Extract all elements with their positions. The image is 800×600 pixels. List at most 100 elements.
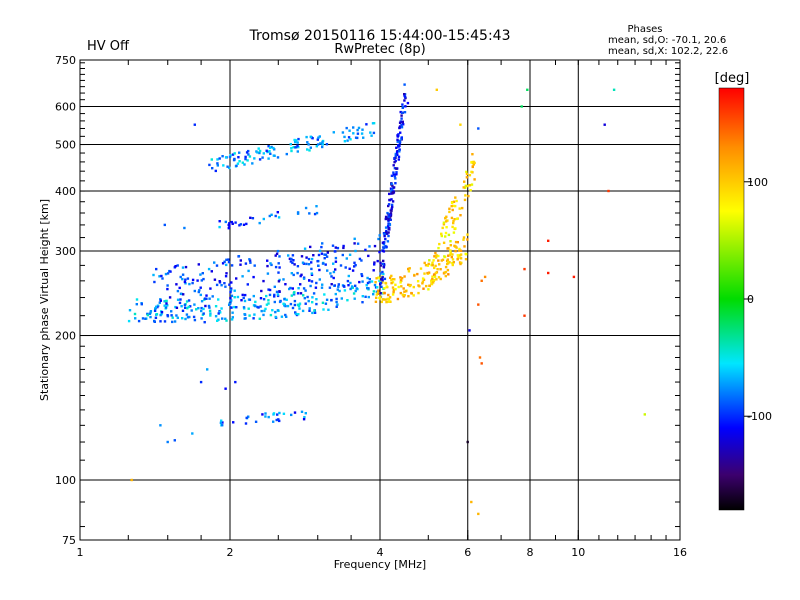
data-point xyxy=(430,282,434,286)
data-point xyxy=(297,304,301,308)
data-point xyxy=(382,259,385,263)
data-point xyxy=(392,186,396,189)
data-point xyxy=(259,305,262,308)
data-point xyxy=(252,317,255,320)
data-point xyxy=(184,306,187,309)
data-point xyxy=(377,276,380,279)
data-point xyxy=(376,286,379,289)
data-point xyxy=(388,226,391,230)
data-point xyxy=(154,316,158,319)
data-point xyxy=(264,412,267,415)
data-point xyxy=(257,306,260,309)
data-point xyxy=(454,240,458,244)
y-tick-label: 400 xyxy=(55,185,76,198)
data-point xyxy=(473,161,476,165)
data-point xyxy=(305,256,308,259)
data-point xyxy=(266,264,269,268)
data-point xyxy=(444,231,448,235)
data-point xyxy=(221,317,224,320)
data-point xyxy=(390,281,393,285)
data-point xyxy=(173,439,176,442)
chart-title: Tromsø 20150116 15:44:00-15:45:43 xyxy=(249,28,511,44)
data-point xyxy=(230,294,234,297)
data-point xyxy=(459,253,463,256)
data-point xyxy=(431,277,434,281)
data-point xyxy=(403,93,406,96)
data-point xyxy=(390,278,393,282)
data-point xyxy=(284,304,287,308)
data-point xyxy=(313,212,317,216)
data-point xyxy=(184,265,188,269)
data-point xyxy=(141,317,145,320)
data-point xyxy=(394,177,397,180)
data-point xyxy=(207,304,211,308)
data-point xyxy=(277,216,281,219)
data-point xyxy=(214,305,218,308)
data-point xyxy=(520,105,523,108)
data-point xyxy=(376,292,379,295)
data-point xyxy=(277,418,280,421)
data-point xyxy=(458,207,461,210)
data-point xyxy=(296,292,300,295)
data-point xyxy=(276,309,280,312)
data-point xyxy=(232,158,236,162)
data-point xyxy=(317,136,320,139)
data-point xyxy=(290,413,293,417)
data-point xyxy=(301,309,305,313)
data-point xyxy=(334,268,337,271)
data-point xyxy=(290,147,293,150)
data-point xyxy=(417,291,420,295)
data-point xyxy=(419,267,423,270)
data-point xyxy=(426,264,430,267)
data-point xyxy=(246,283,249,286)
data-point xyxy=(228,283,231,286)
data-point xyxy=(184,317,187,321)
data-point xyxy=(274,254,277,257)
data-point xyxy=(364,248,367,252)
data-point xyxy=(435,88,438,91)
data-point xyxy=(174,305,177,309)
data-point xyxy=(455,199,458,203)
data-point xyxy=(388,192,391,196)
data-point xyxy=(221,262,225,265)
data-point xyxy=(372,269,375,272)
y-tick-label: 75 xyxy=(62,534,76,547)
data-point xyxy=(264,415,267,418)
data-point xyxy=(171,320,174,324)
data-point xyxy=(469,189,472,192)
data-point xyxy=(443,271,446,274)
data-point xyxy=(472,163,475,166)
data-point xyxy=(309,284,312,288)
data-point xyxy=(218,281,222,284)
data-point xyxy=(181,309,185,312)
data-point xyxy=(307,263,311,266)
data-point xyxy=(330,283,333,286)
data-point xyxy=(163,300,166,303)
data-point xyxy=(434,251,437,255)
data-point xyxy=(242,296,245,300)
data-point xyxy=(236,162,240,165)
data-point xyxy=(207,267,211,271)
data-point xyxy=(372,293,375,296)
data-point xyxy=(290,272,293,275)
data-point xyxy=(387,204,390,208)
data-point xyxy=(360,132,364,135)
data-point xyxy=(466,233,469,236)
data-point xyxy=(168,296,172,299)
data-point xyxy=(392,191,396,194)
data-point xyxy=(397,145,400,148)
data-point xyxy=(241,275,244,278)
data-point xyxy=(480,279,483,282)
data-point xyxy=(269,262,272,265)
data-point xyxy=(245,222,248,226)
data-point xyxy=(163,320,167,323)
data-point xyxy=(378,234,381,237)
data-point xyxy=(612,88,616,91)
data-point xyxy=(166,304,169,307)
data-point xyxy=(477,127,480,130)
data-point xyxy=(352,126,355,129)
colorbar-tick-label: -100 xyxy=(747,410,772,423)
data-point xyxy=(293,138,296,142)
data-point xyxy=(282,412,286,415)
